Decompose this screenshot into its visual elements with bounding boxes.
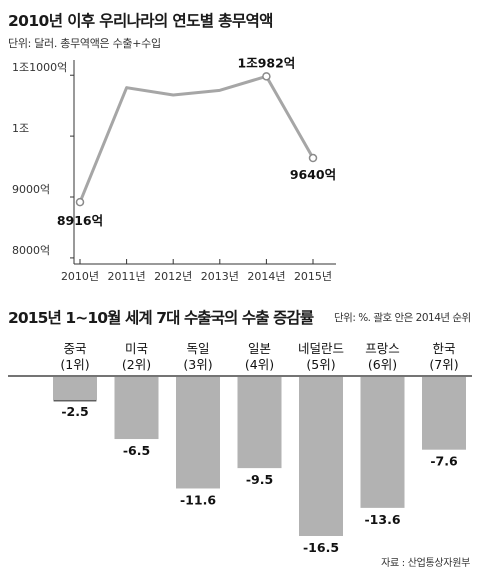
series-line [78, 74, 315, 203]
bar [53, 377, 97, 401]
x-tick-label: 2010년 [61, 270, 99, 283]
data-label: 1조982억 [238, 55, 296, 70]
bar [360, 377, 405, 508]
bar-chart-unit-note: 단위: %. 괄호 안은 2014년 순위 [334, 312, 471, 324]
x-tick-label: 2012년 [154, 270, 192, 283]
category-name: 미국 [125, 341, 148, 356]
data-point [308, 153, 318, 163]
y-tick-label: 9000억 [12, 183, 50, 196]
category-name: 네덜란드 [298, 341, 344, 356]
data-label: 9640억 [290, 167, 336, 182]
category-name: 일본 [248, 341, 271, 356]
bar [299, 377, 343, 536]
bar-value-label: -7.6 [430, 454, 458, 469]
bar-value-label: -13.6 [364, 512, 400, 527]
category-name: 프랑스 [365, 341, 400, 356]
line-chart: 8000억 9000억 1조 1조1000억 2010년 2011년 2012년 2013년 2… [12, 55, 336, 283]
category-rank: (4위) [245, 357, 274, 372]
x-tick-label: 2015년 [294, 270, 332, 283]
data-point [262, 72, 271, 81]
bar-value-label: -6.5 [123, 443, 150, 458]
bar [237, 377, 282, 469]
category-name: 중국 [63, 341, 86, 356]
x-tick-label: 2011년 [108, 270, 146, 283]
category-name: 한국 [432, 341, 455, 356]
category-rank: (3위) [183, 357, 212, 372]
data-point [75, 197, 85, 207]
bar [176, 377, 220, 489]
bar-chart-title: 2015년 1~10월 세계 7대 수출국의 수출 증감률 [8, 309, 314, 327]
y-tick-label: 1조1000억 [12, 61, 67, 74]
category-rank: (6위) [368, 357, 397, 372]
x-tick-label: 2013년 [201, 270, 239, 283]
line-chart-unit-note: 단위: 달러. 총무역액은 수출+수입 [8, 37, 161, 50]
bar-value-label: -11.6 [180, 492, 216, 507]
bar [422, 377, 466, 450]
category-rank: (1위) [60, 357, 89, 372]
source-note: 자료 : 산업통상자원부 [381, 558, 470, 569]
x-tick-label: 2014년 [247, 270, 285, 283]
bar [114, 377, 159, 440]
category-rank: (7위) [429, 357, 458, 372]
line-chart-title: 2010년 이후 우리나라의 연도별 총무역액 [8, 12, 273, 30]
category-rank: (2위) [122, 357, 151, 372]
category-rank: (5위) [306, 357, 335, 372]
data-label: 8916억 [57, 213, 103, 228]
bar-value-label: -16.5 [303, 540, 339, 555]
y-tick-label: 8000억 [12, 244, 50, 257]
bar-value-label: -2.5 [61, 404, 88, 419]
y-tick-label: 1조 [12, 122, 29, 135]
bar-value-label: -9.5 [246, 472, 273, 487]
category-name: 독일 [186, 341, 209, 356]
